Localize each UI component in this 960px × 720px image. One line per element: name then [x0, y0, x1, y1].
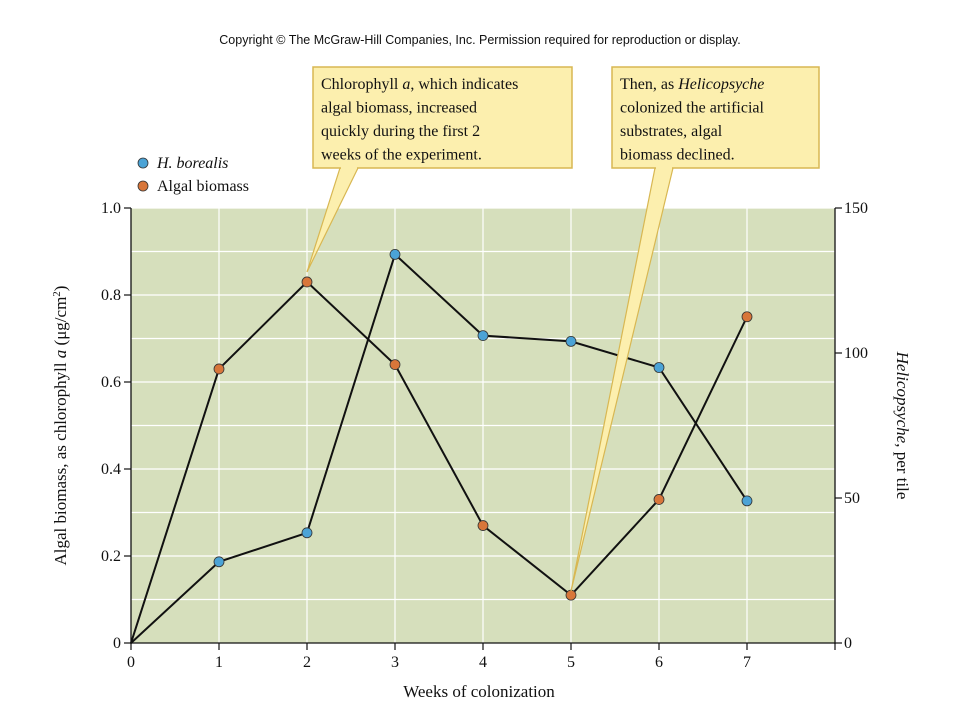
series-point: [477, 520, 489, 531]
callouts: Chlorophyll a, which indicates algal biom…: [306, 66, 820, 592]
callout-left-line: weeks of the experiment.: [321, 147, 482, 164]
series-point: [301, 527, 313, 539]
copyright-notice: Copyright © The McGraw-Hill Companies, I…: [219, 33, 741, 47]
callout-run: quickly during the first 2: [321, 123, 480, 140]
callout-run: weeks of the experiment.: [321, 147, 482, 164]
y-right-title-run: Helicopsyche: [893, 351, 912, 444]
callout-left-line: quickly during the first 2: [321, 123, 480, 140]
x-tick-label: 5: [567, 654, 575, 671]
series-point: [565, 335, 577, 347]
callout-right-line: substrates, algal: [620, 123, 723, 140]
series-point: [653, 362, 665, 373]
y-left-title-run: a: [51, 350, 70, 359]
y-left-title-run: ): [51, 286, 70, 292]
y-right-tick-label: 100: [844, 345, 868, 362]
legend-marker: [137, 180, 149, 192]
series-group: [130, 248, 753, 644]
y-left-tick-label: 0.4: [101, 461, 121, 478]
series-point: [389, 248, 401, 260]
y-left-title-run: (μg/cm: [51, 297, 70, 350]
legend-label: Algal biomass: [157, 178, 249, 195]
x-tick-label: 0: [127, 654, 135, 671]
x-tick-label: 4: [479, 654, 487, 671]
y-left-title-run: 2: [51, 291, 63, 297]
series-point: [301, 276, 313, 288]
series-point: [741, 495, 753, 507]
callout-left-box: [312, 66, 573, 169]
series-point: [389, 359, 401, 371]
y-right-axis-title: Helicopsyche, per tile: [893, 351, 912, 500]
y-right-tick-label: 0: [844, 635, 852, 652]
series-line-1: [130, 280, 748, 644]
legend: H. borealis Algal biomass: [137, 155, 249, 195]
callout-run: a: [402, 76, 410, 93]
series-point: [565, 589, 577, 601]
series-line-0: [130, 252, 748, 644]
callout-run: Then, as: [620, 76, 678, 93]
callout-run: biomass declined.: [620, 147, 735, 164]
x-tick-label: 7: [743, 654, 751, 671]
callout-left: Chlorophyll a, which indicates algal biom…: [306, 66, 573, 273]
callout-run: substrates, algal: [620, 123, 723, 140]
x-tick-label: 3: [391, 654, 399, 671]
x-axis-title: Weeks of colonization: [403, 682, 555, 701]
series-point: [213, 363, 225, 375]
y-right-tick-label: 50: [844, 490, 860, 507]
callout-left-line: algal biomass, increased: [321, 100, 477, 117]
callout-run: algal biomass, increased: [321, 100, 477, 117]
axes: 0 1 2 3 4 5 6 7 0 0.2 0.4 0.6 0.8 1.0 0 50 100 150: [101, 200, 868, 671]
callout-right: Then, as Helicopsyche colonized the artif…: [570, 66, 820, 592]
x-tick-label: 6: [655, 654, 663, 671]
y-left-tick-label: 0: [113, 635, 121, 652]
callout-run: Helicopsyche: [677, 76, 764, 93]
callout-run: , which indicates: [410, 76, 518, 93]
callout-right-box: [611, 66, 820, 169]
y-left-axis-title: Algal biomass, as chlorophyll a (μg/cm2): [51, 286, 70, 566]
axis-titles: Weeks of colonization Algal biomass, as c…: [51, 286, 912, 701]
y-right-title-run: , per tile: [893, 443, 912, 499]
y-left-title-run: Algal biomass, as chlorophyll: [51, 358, 70, 565]
legend-marker: [137, 157, 149, 169]
callout-right-line: biomass declined.: [620, 147, 735, 164]
y-left-tick-label: 0.6: [101, 374, 121, 391]
y-right-tick-label: 150: [844, 200, 868, 217]
series-point: [213, 556, 225, 568]
callout-run: colonized the artificial: [620, 100, 764, 117]
series-point: [653, 494, 665, 505]
callout-right-line: Then, as Helicopsyche: [620, 76, 764, 93]
series-point: [741, 311, 753, 323]
x-tick-label: 2: [303, 654, 311, 671]
series-point: [477, 330, 489, 342]
y-left-tick-label: 1.0: [101, 200, 121, 217]
callout-run: Chlorophyll: [321, 76, 402, 93]
legend-label: H. borealis: [156, 155, 228, 172]
y-left-tick-label: 0.2: [101, 548, 121, 565]
callout-right-line: colonized the artificial: [620, 100, 764, 117]
callout-left-line: Chlorophyll a, which indicates: [321, 76, 518, 93]
x-tick-label: 1: [215, 654, 223, 671]
y-left-tick-label: 0.8: [101, 287, 121, 304]
